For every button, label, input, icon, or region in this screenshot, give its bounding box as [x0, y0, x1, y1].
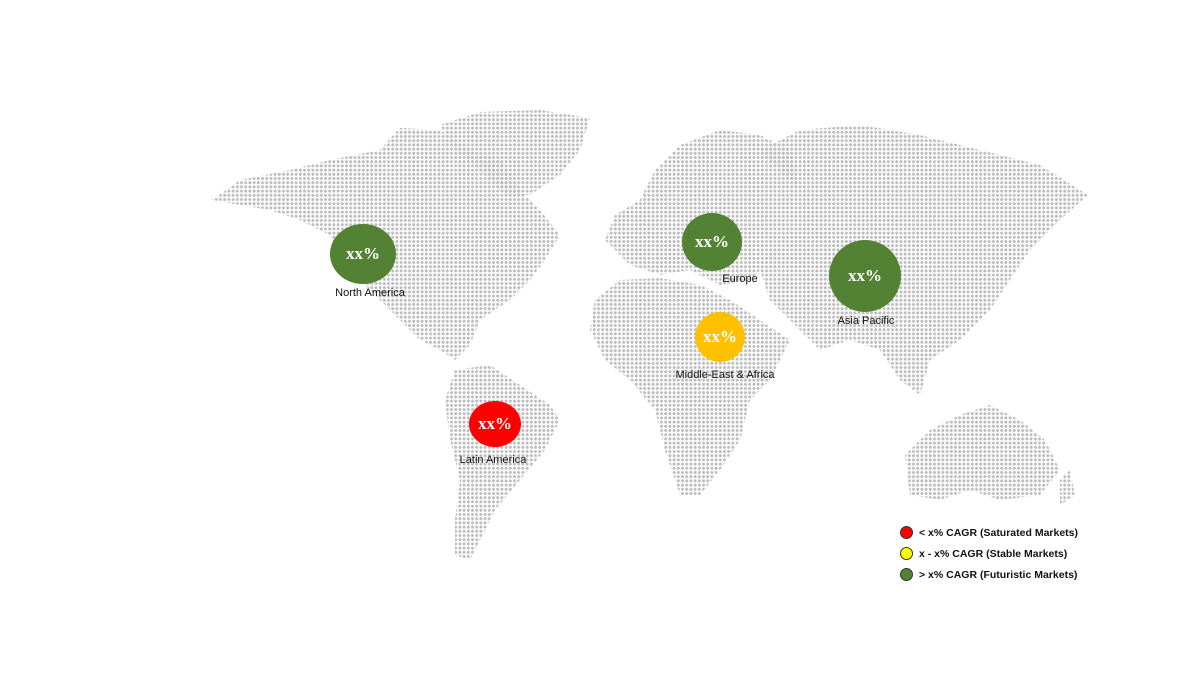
- europe-bubble: xx%: [682, 213, 742, 271]
- asia-pacific-bubble: xx%: [829, 240, 901, 312]
- legend-label: < x% CAGR (Saturated Markets): [919, 526, 1079, 539]
- greenland-shape: [440, 110, 590, 195]
- green-dot-icon: [900, 568, 913, 581]
- africa-shape: [590, 278, 790, 495]
- north-america-label: North America: [335, 287, 405, 299]
- asia-shape: [760, 125, 1088, 395]
- new-zealand-shape: [1060, 470, 1075, 505]
- legend-label: x - x% CAGR (Stable Markets): [919, 547, 1068, 560]
- latin-america-label: Latin America: [459, 454, 527, 466]
- europe-shape: [605, 130, 800, 285]
- asia-pacific-label: Asia Pacific: [837, 315, 895, 327]
- legend: < x% CAGR (Saturated Markets) x - x% CAG…: [900, 522, 1078, 585]
- latin-america-bubble: xx%: [469, 401, 521, 447]
- legend-item-futuristic: > x% CAGR (Futuristic Markets): [900, 564, 1078, 585]
- australia-shape: [905, 405, 1060, 500]
- middle-east-africa-bubble: xx%: [695, 312, 745, 362]
- north-america-bubble: xx%: [330, 224, 396, 284]
- red-dot-icon: [900, 526, 913, 539]
- legend-item-saturated: < x% CAGR (Saturated Markets): [900, 522, 1078, 543]
- yellow-dot-icon: [900, 547, 913, 560]
- europe-label: Europe: [722, 273, 758, 285]
- middle-east-africa-label: Middle-East & Africa: [675, 369, 775, 381]
- legend-label: > x% CAGR (Futuristic Markets): [919, 568, 1078, 581]
- legend-item-stable: x - x% CAGR (Stable Markets): [900, 543, 1078, 564]
